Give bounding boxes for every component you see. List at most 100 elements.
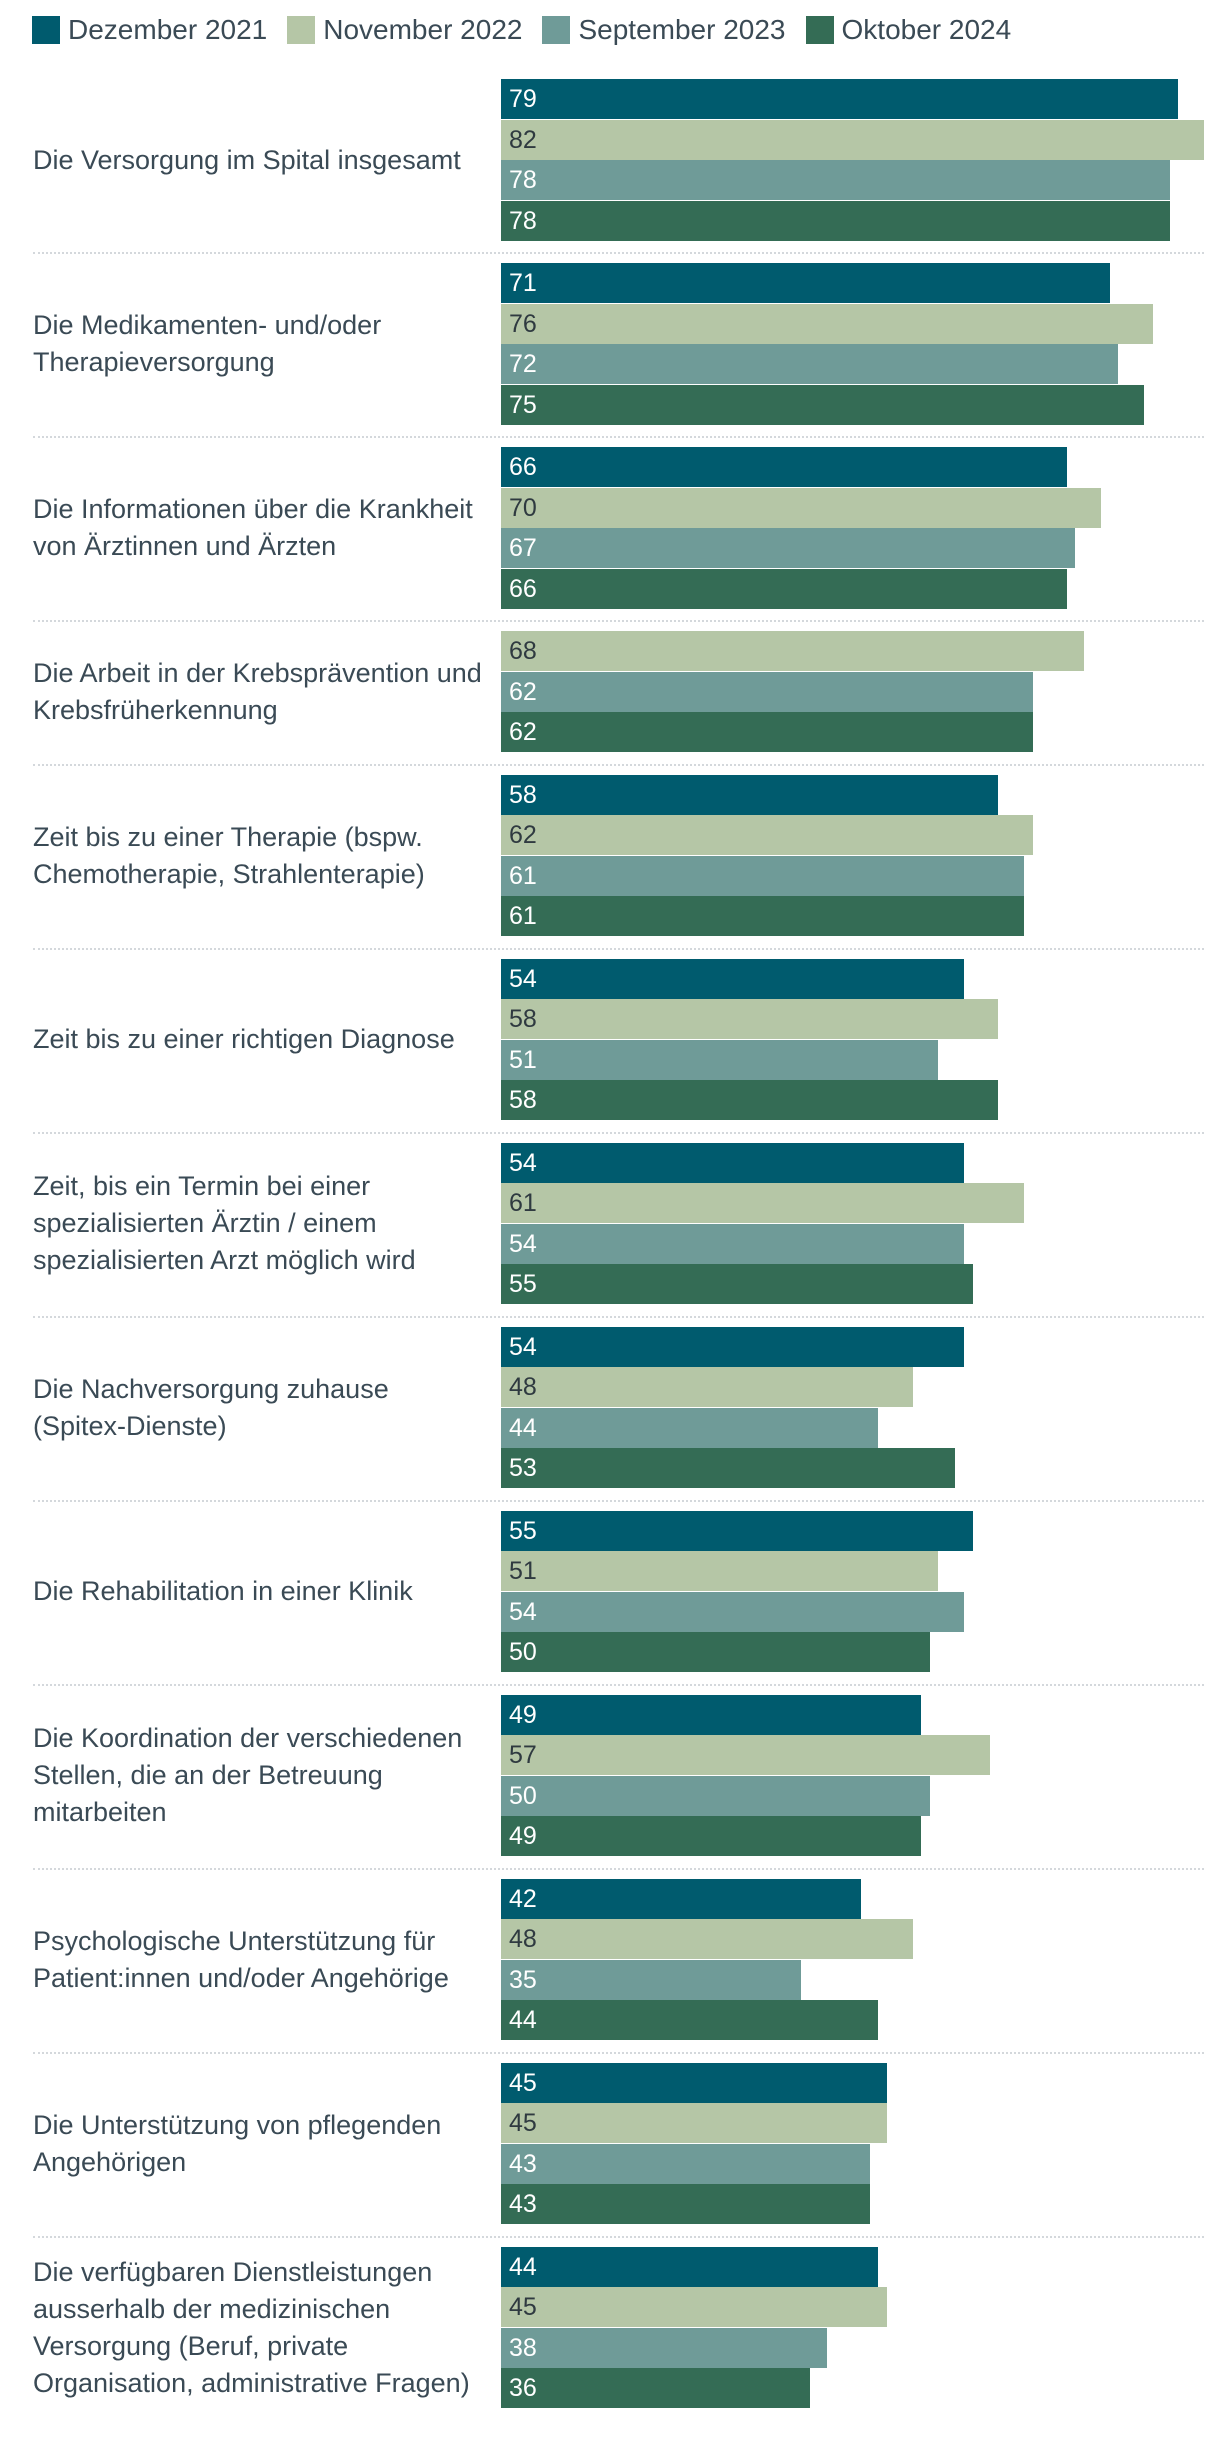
bar xyxy=(501,2103,887,2143)
separator xyxy=(33,947,1204,950)
bar xyxy=(501,79,1179,119)
value-label: 45 xyxy=(509,2293,537,2321)
category-label: Die Rehabilitation in einer Klinik xyxy=(33,1576,413,1606)
bar xyxy=(501,447,1067,487)
value-label: 49 xyxy=(509,1822,537,1850)
bar xyxy=(501,2368,810,2408)
bar xyxy=(501,1816,922,1856)
bar xyxy=(501,2327,827,2368)
value-label: 36 xyxy=(509,2374,537,2402)
value-label: 72 xyxy=(509,350,537,378)
separator xyxy=(33,1867,1204,1870)
value-label: 76 xyxy=(509,309,537,338)
value-label: 58 xyxy=(509,1086,537,1114)
bar xyxy=(501,200,1170,241)
value-label: 51 xyxy=(509,1045,537,1074)
value-label: 58 xyxy=(509,1005,537,1033)
category-label: Die Versorgung im Spital insgesamt xyxy=(33,144,461,175)
value-label: 35 xyxy=(509,1965,537,1994)
category-label: Zeit bis zu einer Therapie (bspw. Chemot… xyxy=(33,821,425,889)
value-label: 75 xyxy=(509,390,537,419)
bar xyxy=(501,2000,879,2040)
separator xyxy=(33,252,1204,254)
separator xyxy=(33,763,1204,766)
legend-label: September 2023 xyxy=(578,14,786,45)
legend-label: Dezember 2021 xyxy=(68,14,268,45)
bar xyxy=(501,1878,862,1919)
legend-item: September 2023 xyxy=(542,14,786,46)
category-label: Zeit, bis ein Termin bei einer spezialis… xyxy=(33,1171,416,1275)
bar xyxy=(501,1510,973,1551)
bar xyxy=(501,1142,964,1183)
bar xyxy=(501,263,1110,303)
bar xyxy=(501,896,1024,936)
bar xyxy=(501,119,1204,160)
value-label: 43 xyxy=(509,2190,537,2218)
bar xyxy=(501,1959,802,2000)
value-label: 43 xyxy=(509,2149,537,2178)
bar xyxy=(501,1407,879,1448)
value-label: 58 xyxy=(509,780,537,809)
value-label: 44 xyxy=(509,1413,537,1442)
category-label: Die Medikamenten- und/oder Therapieverso… xyxy=(33,310,382,377)
value-label: 44 xyxy=(509,2252,537,2281)
separator xyxy=(33,1131,1204,1134)
value-label: 61 xyxy=(509,1189,537,1217)
bar xyxy=(501,671,1033,712)
category-label: Zeit bis zu einer richtigen Diagnose xyxy=(33,1024,455,1054)
value-label: 45 xyxy=(509,2068,537,2097)
value-label: 44 xyxy=(509,2006,537,2034)
bar xyxy=(501,384,1144,425)
bar xyxy=(501,1326,964,1367)
value-label: 53 xyxy=(509,1454,537,1482)
bar xyxy=(501,1919,913,1959)
bar xyxy=(501,631,1084,671)
value-label: 62 xyxy=(509,718,537,746)
value-label: 68 xyxy=(509,637,537,665)
legend-label: Oktober 2024 xyxy=(841,14,1012,45)
value-label: 67 xyxy=(509,534,537,562)
bar xyxy=(501,2143,870,2184)
category-label: Die Unterstützung von pflegenden Angehör… xyxy=(33,2109,442,2177)
separator xyxy=(33,1315,1204,1318)
value-label: 71 xyxy=(509,269,537,297)
value-label: 50 xyxy=(509,1638,537,1666)
category-label: Die verfügbaren Dienstleistungen ausserh… xyxy=(33,2256,470,2398)
value-label: 66 xyxy=(509,574,537,603)
bar xyxy=(501,958,964,999)
value-label: 66 xyxy=(509,453,537,481)
value-label: 61 xyxy=(509,861,537,890)
bar xyxy=(501,528,1076,568)
bar xyxy=(501,1735,990,1775)
category-label: Psychologische Unterstützung für Patient… xyxy=(33,1925,449,1993)
value-label: 38 xyxy=(509,2333,537,2362)
bar xyxy=(501,2287,887,2327)
value-label: 82 xyxy=(509,125,537,154)
value-label: 79 xyxy=(509,85,537,113)
value-label: 49 xyxy=(509,1700,537,1729)
value-label: 61 xyxy=(509,902,537,930)
bar xyxy=(501,1694,922,1735)
bar xyxy=(501,1551,939,1591)
bar xyxy=(501,855,1024,896)
value-label: 70 xyxy=(509,493,537,522)
value-label: 62 xyxy=(509,677,537,706)
value-label: 54 xyxy=(509,1229,537,1258)
bar xyxy=(501,1080,999,1120)
bar xyxy=(501,487,1102,528)
separator xyxy=(33,2235,1204,2238)
value-label: 50 xyxy=(509,1781,537,1810)
separator xyxy=(33,1499,1204,1502)
bar xyxy=(501,160,1170,200)
bar xyxy=(501,1367,913,1407)
legend-item: Dezember 2021 xyxy=(32,14,267,46)
bar xyxy=(501,815,1033,855)
bar xyxy=(501,344,1119,384)
value-label: 54 xyxy=(509,1332,537,1361)
value-label: 55 xyxy=(509,1270,537,1298)
bar xyxy=(501,2246,879,2287)
value-label: 42 xyxy=(509,1884,537,1913)
category-label: Die Koordination der verschiedenen Stell… xyxy=(33,1723,463,1827)
